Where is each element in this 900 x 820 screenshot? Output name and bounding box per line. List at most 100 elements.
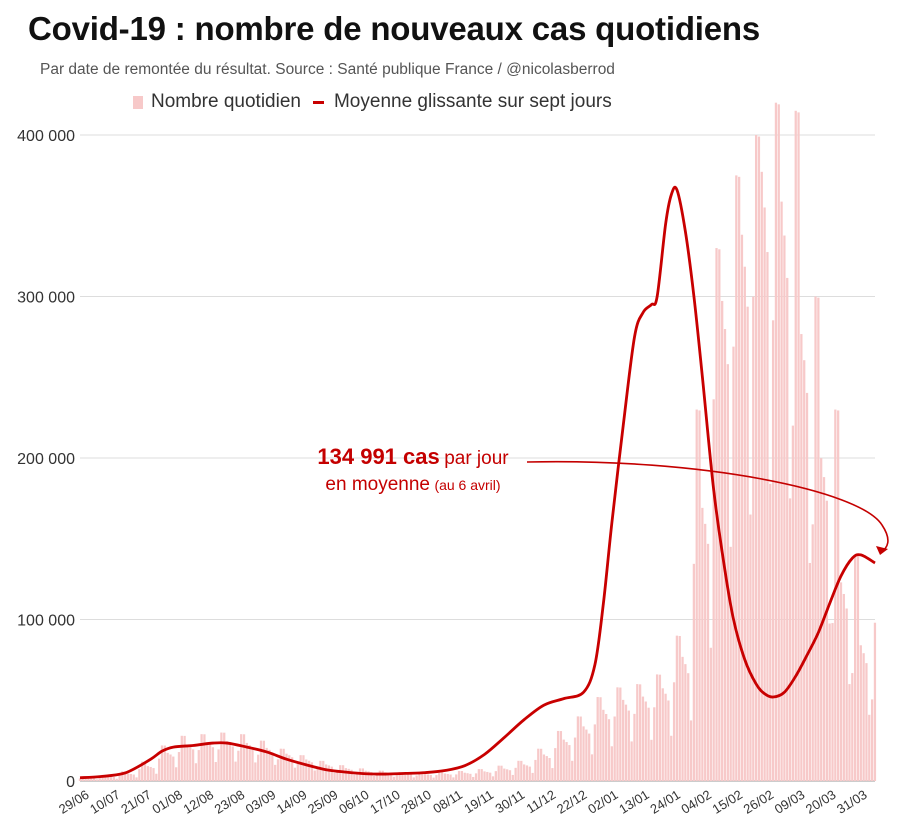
daily-bar — [279, 748, 282, 781]
daily-bar — [585, 729, 588, 781]
daily-bar — [404, 773, 407, 781]
daily-bar — [814, 296, 817, 781]
daily-bar — [537, 748, 540, 781]
daily-bar — [851, 673, 854, 781]
daily-bar — [797, 112, 800, 781]
daily-bar — [344, 768, 348, 781]
daily-bar — [599, 697, 602, 781]
daily-bar — [401, 771, 404, 781]
y-tick-label: 400 000 — [17, 128, 75, 145]
latest-value-annotation: 134 991 cas par jour en moyenne (au 6 av… — [268, 442, 558, 497]
y-tick-label: 0 — [66, 774, 75, 791]
daily-bar — [336, 770, 339, 781]
daily-bar — [500, 765, 503, 781]
legend-line-label: Moyenne glissante sur sept jours — [333, 91, 612, 112]
daily-bar — [330, 766, 333, 781]
daily-bar — [477, 769, 480, 781]
daily-bar — [237, 750, 240, 781]
x-tick-label: 28/10 — [398, 787, 434, 817]
daily-bar — [780, 201, 783, 781]
daily-bar — [718, 249, 721, 781]
daily-bar — [783, 235, 786, 781]
daily-bar — [152, 768, 155, 781]
daily-bar — [613, 716, 616, 781]
daily-bar — [624, 704, 628, 781]
daily-bar — [276, 759, 280, 781]
daily-bar — [497, 765, 500, 781]
daily-bar — [409, 774, 413, 781]
daily-bar — [842, 593, 845, 781]
daily-bar — [370, 772, 373, 781]
daily-bar — [805, 392, 809, 781]
daily-bar — [95, 779, 99, 781]
daily-bar — [644, 701, 647, 781]
daily-bar — [262, 740, 265, 781]
daily-bar — [868, 714, 871, 781]
x-tick-label: 19/11 — [461, 787, 496, 816]
legend-item-bars: Nombre quotidien — [133, 91, 301, 113]
daily-bar — [472, 776, 475, 781]
daily-bar — [449, 774, 452, 781]
daily-bars — [78, 102, 877, 782]
daily-bar — [392, 776, 396, 781]
daily-bar — [687, 673, 690, 781]
legend: Nombre quotidien Moyenne glissante sur s… — [133, 91, 624, 113]
annotation-date: (au 6 avril) — [434, 476, 501, 493]
daily-bar — [803, 360, 806, 781]
daily-bar — [817, 297, 820, 781]
daily-bar — [138, 769, 141, 781]
daily-bar — [435, 775, 438, 781]
annotation-arrowhead — [876, 546, 888, 555]
daily-bar — [489, 772, 492, 781]
daily-bar — [191, 749, 195, 781]
daily-bar — [271, 752, 274, 781]
annotation-unit: par jour — [444, 448, 509, 469]
daily-bar — [828, 623, 831, 781]
daily-bar — [381, 770, 384, 781]
daily-bar — [641, 696, 645, 781]
daily-bar — [415, 775, 418, 781]
daily-bar — [305, 759, 308, 781]
daily-bar — [483, 771, 486, 781]
annotation-line2: en moyenne — [325, 473, 430, 495]
annotation-arrow-line — [526, 460, 889, 554]
daily-bar — [605, 713, 608, 781]
daily-bar — [788, 498, 792, 781]
daily-bar — [565, 742, 568, 781]
daily-bar — [177, 752, 181, 781]
daily-bar — [786, 277, 789, 781]
daily-bar — [228, 743, 232, 781]
y-tick-label: 200 000 — [17, 451, 75, 468]
daily-bar — [406, 773, 410, 781]
daily-bar — [754, 135, 758, 781]
daily-bar — [681, 656, 684, 781]
daily-bar — [143, 761, 147, 781]
daily-bar — [721, 300, 724, 781]
daily-bar — [678, 635, 681, 781]
daily-bar — [729, 546, 732, 781]
daily-bar — [593, 724, 596, 781]
daily-bar — [183, 735, 186, 781]
daily-bar — [384, 772, 387, 781]
x-tick-label: 22/12 — [554, 787, 590, 817]
daily-bar — [633, 713, 636, 781]
daily-bar — [508, 770, 512, 781]
legend-item-line: Moyenne glissante sur sept jours — [312, 91, 612, 113]
daily-bar — [647, 707, 650, 781]
daily-bar — [240, 734, 243, 781]
daily-bar — [655, 674, 659, 781]
daily-bar — [429, 774, 432, 781]
daily-bar — [98, 777, 101, 781]
daily-bar — [186, 744, 189, 781]
daily-bar — [200, 734, 203, 781]
daily-bar — [160, 745, 164, 781]
annotation-value: 134 991 cas — [317, 444, 440, 469]
daily-bar — [333, 772, 336, 781]
daily-bar — [735, 175, 738, 781]
x-tick-label: 30/11 — [493, 787, 528, 816]
x-tick-label: 23/08 — [212, 787, 248, 817]
daily-bar — [135, 777, 138, 781]
daily-bar — [418, 772, 421, 781]
daily-bar — [463, 772, 466, 781]
daily-bar — [307, 760, 311, 781]
